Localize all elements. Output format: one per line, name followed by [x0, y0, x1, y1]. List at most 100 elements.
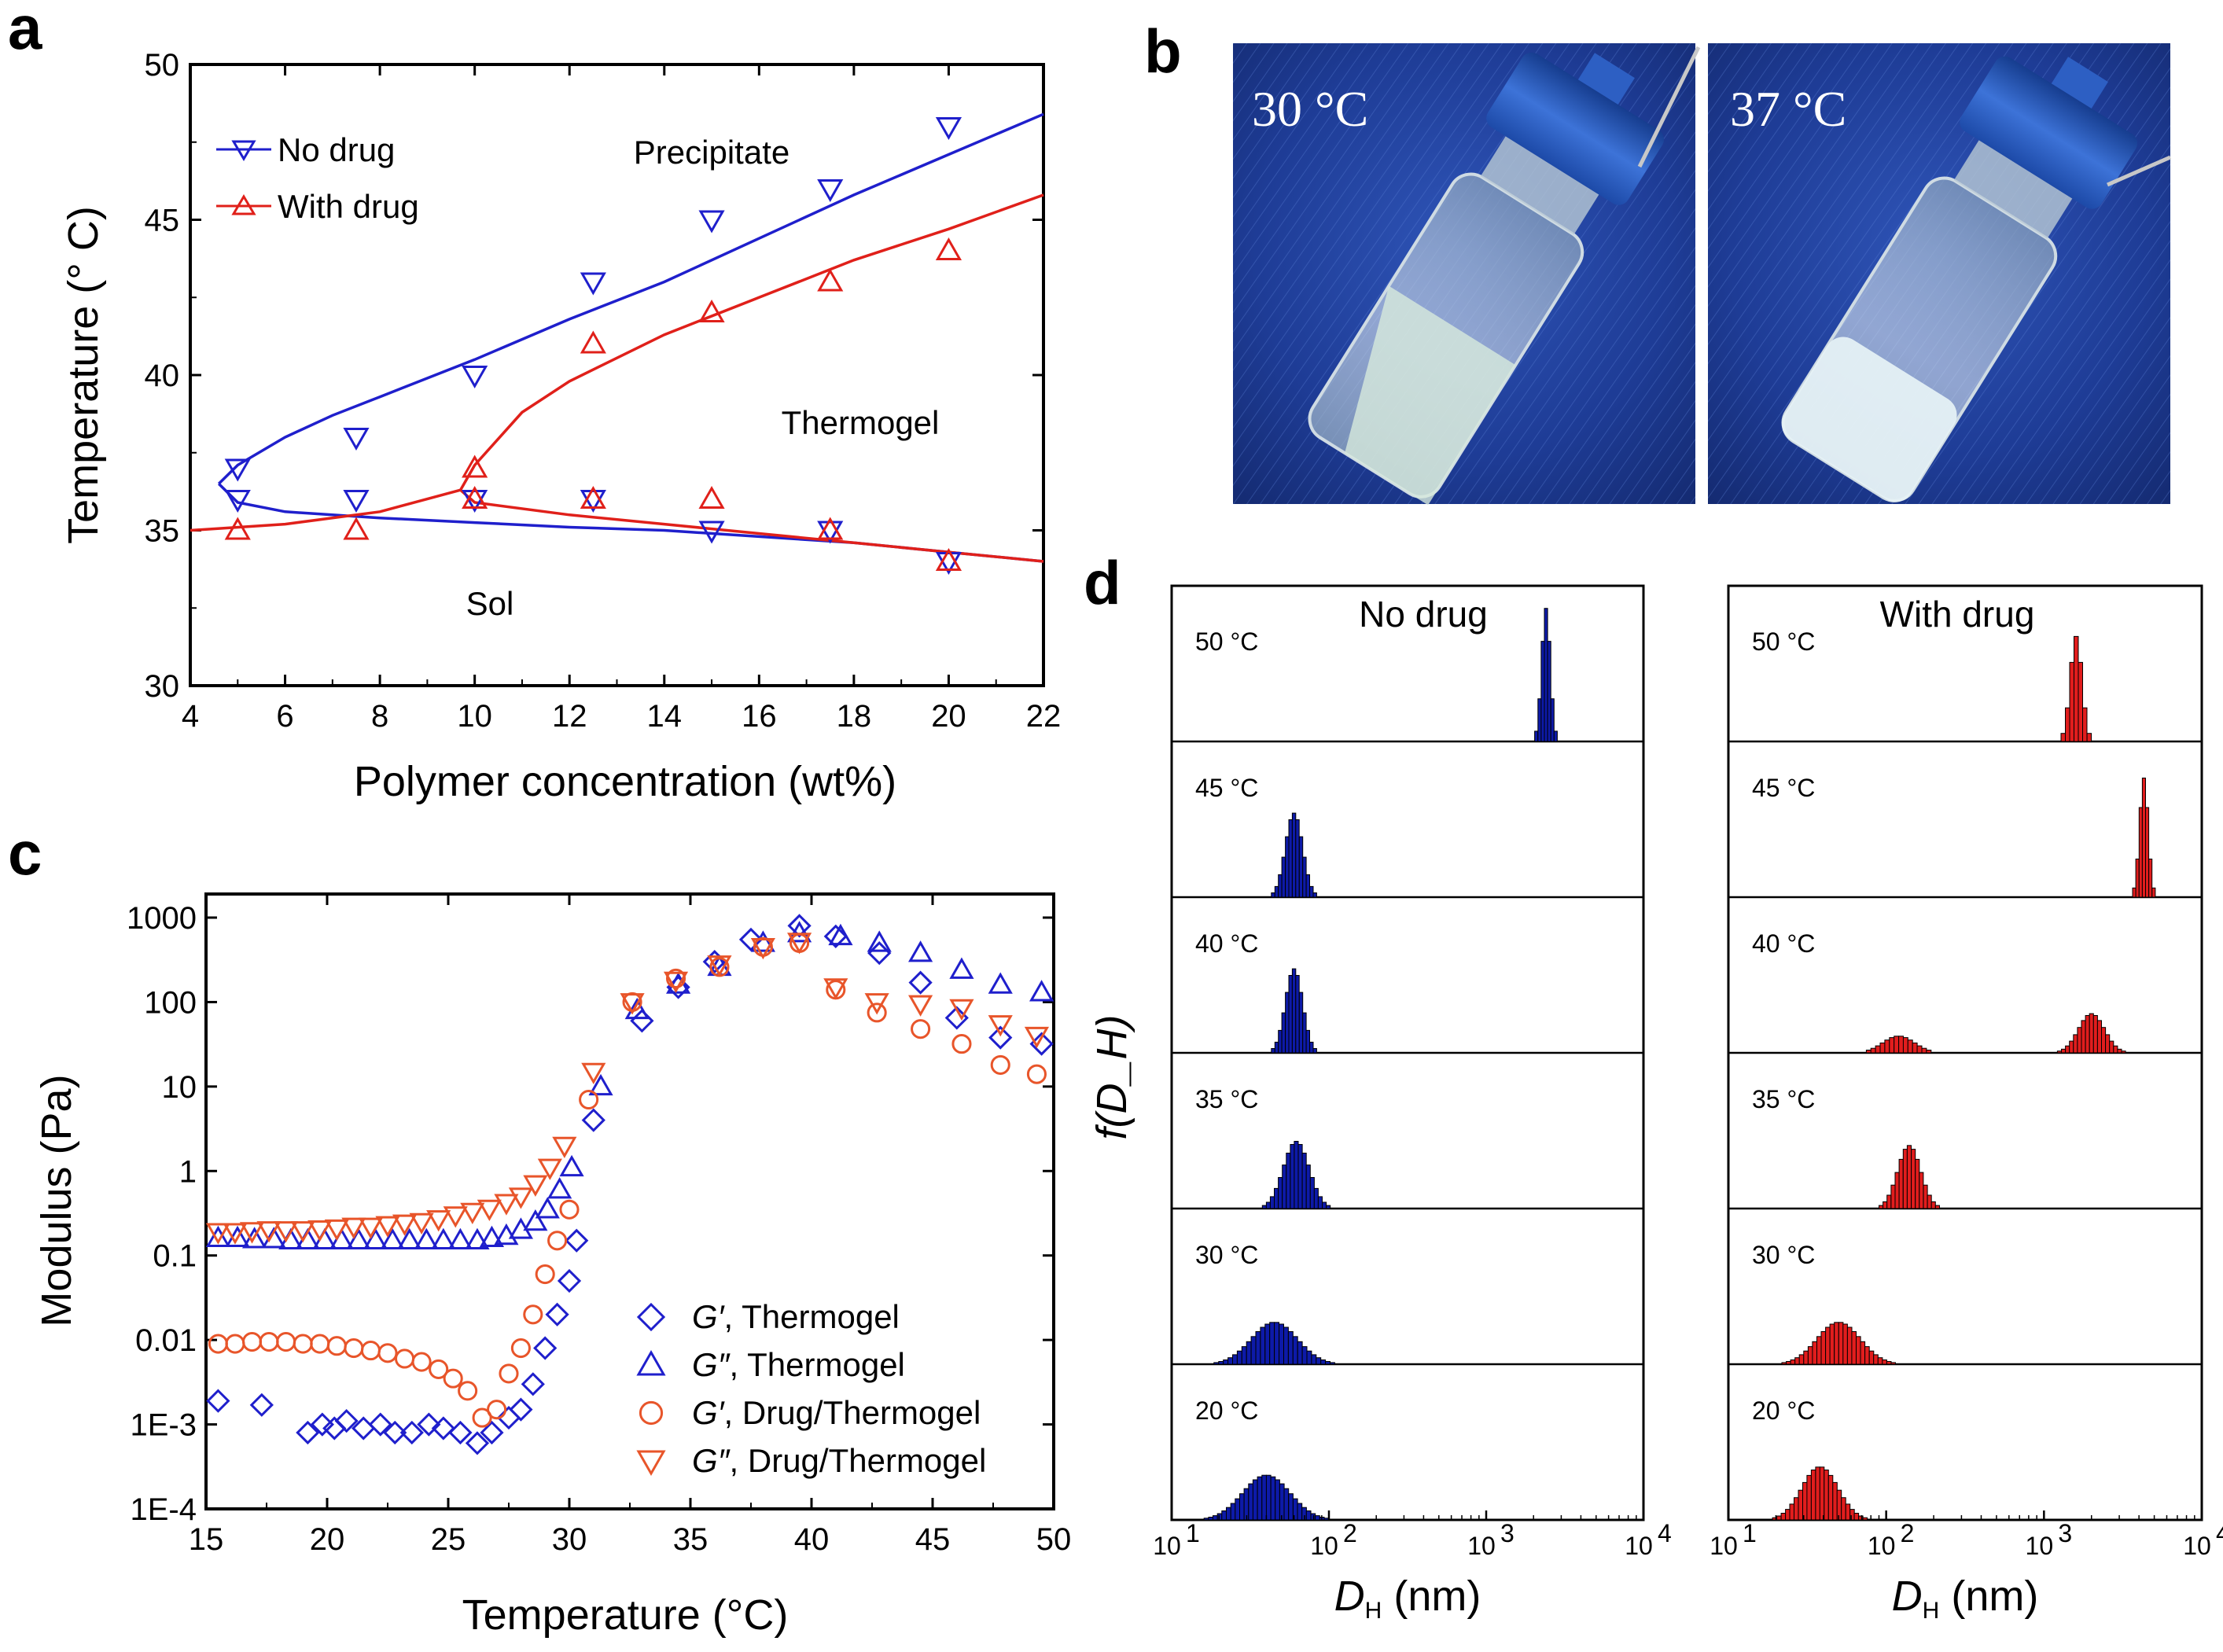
histogram-bar — [1294, 1141, 1299, 1209]
point-gp-thermogel — [368, 1412, 392, 1437]
histogram-bar — [1550, 698, 1555, 742]
histogram-bar — [1283, 1488, 1290, 1521]
histogram-bar — [1834, 1322, 1839, 1365]
histogram-bar — [1203, 1518, 1209, 1521]
histogram-bar — [1310, 1513, 1316, 1521]
point-gp-thermogel — [249, 1393, 274, 1417]
legend-marker-c — [636, 1450, 666, 1477]
histogram-bar — [1798, 1354, 1805, 1365]
x-tick-label-c: 45 — [915, 1522, 951, 1557]
histogram-bar — [1301, 1346, 1308, 1365]
histogram-bar — [2096, 1020, 2102, 1054]
point-gp-thermogel — [521, 1372, 545, 1396]
x-tick-label-a: 16 — [742, 699, 777, 734]
point-gp-drug — [523, 1304, 543, 1325]
ylabel-d: f(D_H) — [1088, 1015, 1135, 1140]
point-gp-drug — [458, 1381, 478, 1401]
x-tick-label-d: 10 — [1153, 1532, 1181, 1560]
legend-text-no-drug: No drug — [278, 131, 395, 168]
point-gpp-drug — [358, 1217, 384, 1239]
point-gpp-thermogel — [380, 1227, 405, 1250]
histogram-bar — [1270, 1476, 1276, 1521]
histogram-bar — [1287, 1331, 1294, 1365]
x-tick-label-c: 25 — [431, 1522, 466, 1557]
histogram-bar — [1275, 1479, 1280, 1521]
histogram-bar — [1232, 1354, 1238, 1365]
histogram-bar — [1879, 1042, 1886, 1054]
histogram-temp-label: 20 °C — [1752, 1396, 1815, 1425]
histogram-bar — [1902, 1149, 1908, 1209]
histogram-bar — [2085, 1015, 2090, 1054]
x-tick-label-a: 20 — [931, 699, 966, 734]
histogram-bar — [2077, 1027, 2082, 1054]
point-gp-thermogel — [908, 970, 933, 995]
histogram-bar — [1241, 1346, 1247, 1365]
histogram-bar — [1798, 1489, 1803, 1521]
histogram-bar — [1879, 1205, 1884, 1209]
point-gp-thermogel — [509, 1397, 533, 1422]
point-gpp-drug — [523, 1175, 548, 1197]
point-gp-thermogel — [310, 1412, 334, 1437]
point-gp-drug — [344, 1338, 364, 1359]
histogram-bar — [2141, 778, 2146, 898]
histogram-bar — [1213, 1515, 1218, 1521]
point-gpp-drug — [750, 938, 775, 960]
point-with-drug — [817, 268, 844, 292]
phase-diagram-chart: 4 6 8 10 12 14 16 18 20 22 30 35 40 45 50 Temperature … — [60, 48, 1061, 805]
point-gp-thermogel — [399, 1420, 424, 1445]
point-gpp-drug — [307, 1220, 333, 1242]
histogram-bar — [1246, 1341, 1252, 1365]
histogram-bar — [1802, 1481, 1808, 1521]
point-gp-drug — [411, 1352, 432, 1372]
histogram-bar — [1274, 885, 1279, 898]
histogram-bar — [1807, 1346, 1813, 1365]
y-tick-label-c: 1E-3 — [131, 1408, 197, 1443]
histogram-bar — [2105, 1034, 2111, 1054]
histogram-bar — [1832, 1481, 1838, 1521]
histogram-bar — [1884, 1039, 1890, 1054]
histogram-bar — [1780, 1513, 1787, 1521]
point-gpp-thermogel — [828, 923, 853, 946]
x-tick-label-d: 10 — [1467, 1532, 1496, 1560]
x-tick-label-a: 14 — [647, 699, 683, 734]
region-label-precipitate: Precipitate — [634, 134, 789, 171]
point-gpp-drug — [324, 1219, 349, 1242]
point-gpp-drug — [707, 955, 732, 977]
histogram-bar — [1315, 1515, 1320, 1521]
histogram-bar — [1290, 1144, 1295, 1209]
histogram-bar — [1862, 1517, 1868, 1521]
point-gpp-thermogel — [750, 930, 775, 952]
xlabel-a: Polymer concentration (wt%) — [354, 758, 896, 805]
histogram-bar — [1894, 1036, 1900, 1054]
panel-label-b: b — [1144, 17, 1182, 86]
region-label-thermogel: Thermogel — [782, 404, 940, 441]
histogram-temp-label: 40 °C — [1195, 929, 1258, 958]
point-gp-drug — [487, 1400, 507, 1420]
histogram-bar — [1890, 1184, 1896, 1209]
point-gp-drug — [867, 1003, 887, 1023]
histogram-bar — [1301, 1153, 1307, 1209]
histogram-bar — [1295, 975, 1300, 1054]
point-no-drug — [224, 458, 251, 482]
histogram-bar — [1282, 1164, 1287, 1209]
point-with-drug — [698, 485, 725, 509]
histogram-bar — [1302, 856, 1307, 898]
point-gp-thermogel — [431, 1416, 455, 1440]
point-with-drug — [935, 547, 962, 571]
xlabel-d: DH (nm) — [1334, 1573, 1481, 1624]
fit-curve-with-drug-lower — [459, 488, 1044, 563]
histogram-bar — [1298, 992, 1304, 1054]
histogram-temp-label: 50 °C — [1752, 627, 1815, 656]
histogram-bar — [1915, 1158, 1920, 1209]
point-gpp-drug — [409, 1212, 434, 1234]
y-tick-label-c: 1 — [179, 1154, 197, 1189]
histogram-bar — [1226, 1507, 1231, 1521]
histogram-bar — [1851, 1331, 1857, 1365]
point-gpp-drug — [477, 1199, 502, 1221]
point-no-drug — [580, 490, 606, 513]
histogram-bar — [1274, 1322, 1279, 1365]
point-with-drug — [698, 299, 725, 322]
histogram-bar — [1213, 1362, 1220, 1365]
histogram-bar — [2073, 1034, 2078, 1054]
histogram-bar — [1269, 1322, 1275, 1365]
